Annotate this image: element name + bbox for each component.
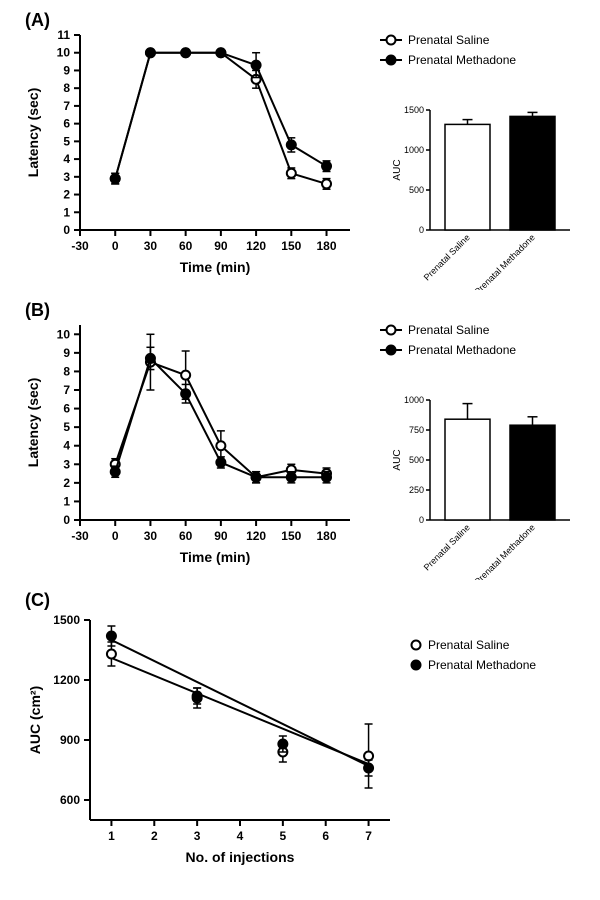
svg-text:-30: -30 [71,239,89,253]
svg-text:1200: 1200 [53,673,80,687]
svg-text:3: 3 [63,457,70,471]
svg-text:Prenatal Saline: Prenatal Saline [422,232,472,282]
svg-text:4: 4 [237,829,244,843]
svg-text:0: 0 [63,513,70,527]
svg-text:8: 8 [63,81,70,95]
panel-b-chart: -300306090120150180012345678910Time (min… [10,300,590,580]
svg-text:150: 150 [281,239,301,253]
svg-text:60: 60 [179,529,193,543]
svg-text:10: 10 [57,327,71,341]
svg-text:7: 7 [63,383,70,397]
svg-text:3: 3 [194,829,201,843]
panel-a-chart: -30030609012015018001234567891011Time (m… [10,10,590,290]
svg-text:30: 30 [144,239,158,253]
svg-text:120: 120 [246,239,266,253]
svg-text:90: 90 [214,529,228,543]
svg-text:500: 500 [409,455,424,465]
svg-text:1000: 1000 [404,395,424,405]
svg-text:500: 500 [409,185,424,195]
svg-text:1000: 1000 [404,145,424,155]
svg-text:1: 1 [63,494,70,508]
svg-text:Time (min): Time (min) [180,549,251,565]
svg-text:Prenatal Methadone: Prenatal Methadone [428,658,536,672]
svg-text:180: 180 [317,529,337,543]
svg-text:No. of injections: No. of injections [186,849,295,865]
panel-c: (C) 1 2 3 4 5 6 7 600 900 1200 1500 No. of injectio… [10,590,590,880]
svg-text:Prenatal Saline: Prenatal Saline [408,323,490,337]
svg-text:8: 8 [63,364,70,378]
panel-b: (B) -300306090120150180012345678910Time … [10,300,590,580]
svg-text:AUC (cm²): AUC (cm²) [27,686,43,754]
svg-text:1: 1 [108,829,115,843]
svg-text:2: 2 [63,188,70,202]
svg-text:0: 0 [419,515,424,525]
svg-text:AUC: AUC [392,159,403,180]
svg-text:Prenatal Saline: Prenatal Saline [422,522,472,572]
svg-text:10: 10 [57,46,71,60]
svg-text:1: 1 [63,205,70,219]
svg-text:1500: 1500 [53,613,80,627]
svg-text:6: 6 [63,117,70,131]
svg-text:250: 250 [409,485,424,495]
svg-text:600: 600 [60,793,80,807]
svg-text:2: 2 [151,829,158,843]
svg-text:Prenatal Saline: Prenatal Saline [428,638,510,652]
svg-text:4: 4 [63,152,70,166]
svg-text:3: 3 [63,170,70,184]
svg-text:150: 150 [281,529,301,543]
svg-text:Prenatal Methadone: Prenatal Methadone [408,53,516,67]
svg-text:0: 0 [63,223,70,237]
svg-text:7: 7 [63,99,70,113]
svg-text:9: 9 [63,346,70,360]
svg-text:Prenatal Methadone: Prenatal Methadone [473,232,537,290]
svg-text:9: 9 [63,63,70,77]
svg-text:5: 5 [63,420,70,434]
svg-text:180: 180 [317,239,337,253]
panel-a: (A) -30030609012015018001234567891011Tim… [10,10,590,290]
svg-text:Latency (sec): Latency (sec) [25,378,41,467]
svg-text:0: 0 [112,529,119,543]
svg-text:-30: -30 [71,529,89,543]
svg-text:900: 900 [60,733,80,747]
svg-text:0: 0 [419,225,424,235]
svg-text:Latency (sec): Latency (sec) [25,88,41,177]
svg-text:Prenatal Methadone: Prenatal Methadone [473,522,537,580]
svg-text:750: 750 [409,425,424,435]
panel-b-label: (B) [25,300,50,321]
svg-text:0: 0 [112,239,119,253]
svg-text:Prenatal Methadone: Prenatal Methadone [408,343,516,357]
svg-text:120: 120 [246,529,266,543]
svg-text:4: 4 [63,439,70,453]
svg-text:5: 5 [280,829,287,843]
svg-text:Prenatal Saline: Prenatal Saline [408,33,490,47]
svg-text:6: 6 [63,402,70,416]
panel-c-chart: 1 2 3 4 5 6 7 600 900 1200 1500 No. of injections AU… [10,590,590,880]
svg-text:AUC: AUC [392,449,403,470]
panel-a-label: (A) [25,10,50,31]
svg-text:30: 30 [144,529,158,543]
svg-text:6: 6 [322,829,329,843]
svg-text:60: 60 [179,239,193,253]
svg-text:1500: 1500 [404,105,424,115]
svg-text:Time (min): Time (min) [180,259,251,275]
panel-c-label: (C) [25,590,50,611]
svg-text:90: 90 [214,239,228,253]
svg-text:2: 2 [63,476,70,490]
svg-text:7: 7 [365,829,372,843]
svg-text:5: 5 [63,134,70,148]
svg-text:11: 11 [57,28,70,42]
